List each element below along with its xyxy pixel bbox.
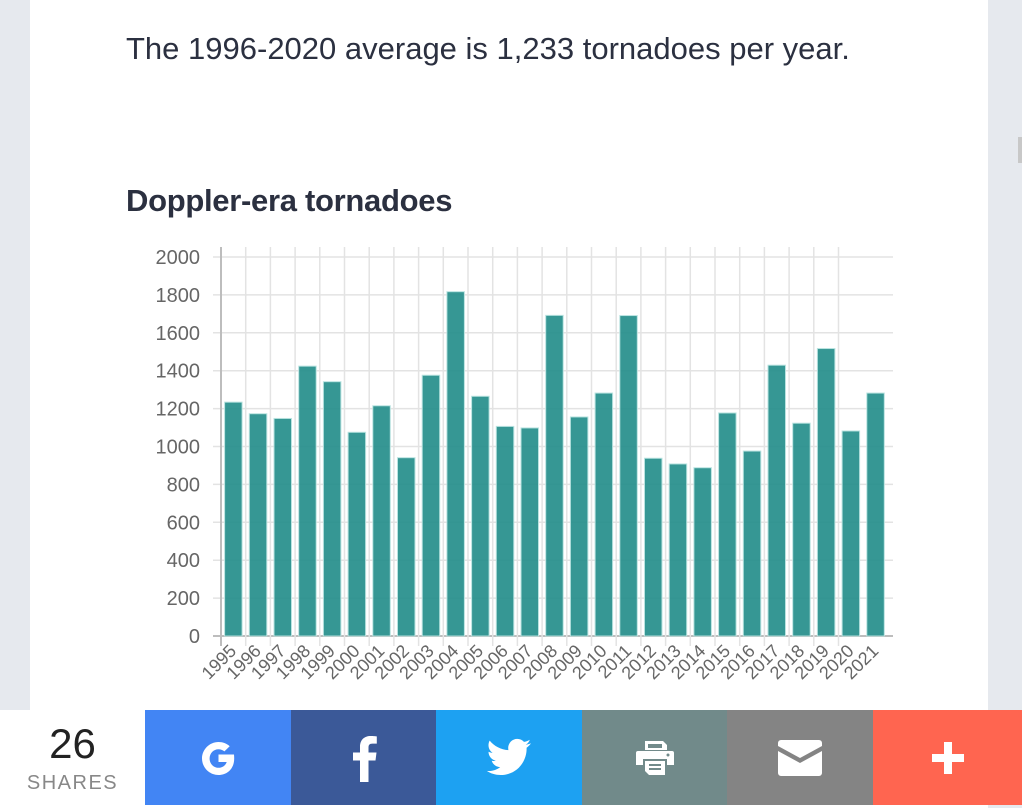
more-share-button[interactable] bbox=[873, 710, 1022, 805]
bars-layer bbox=[224, 291, 885, 637]
bar-1996 bbox=[248, 413, 268, 637]
bar-2000 bbox=[347, 431, 367, 637]
bar-2004 bbox=[446, 291, 465, 637]
bar-2015 bbox=[718, 412, 737, 637]
bar-1998 bbox=[298, 365, 317, 637]
bar-2010 bbox=[594, 392, 614, 637]
print-icon bbox=[635, 740, 674, 775]
bar-2014 bbox=[693, 467, 712, 637]
y-tick-label: 200 bbox=[167, 588, 200, 610]
email-icon bbox=[778, 739, 822, 776]
y-tick-label: 0 bbox=[189, 626, 200, 648]
y-tick-label: 600 bbox=[167, 512, 200, 534]
share-count: 26 SHARES bbox=[0, 710, 145, 808]
share-count-label: SHARES bbox=[26, 772, 119, 794]
y-tick-label: 1800 bbox=[156, 285, 201, 307]
y-tick-label: 2000 bbox=[156, 247, 201, 269]
google-icon bbox=[202, 741, 235, 775]
bar-chart: 0200400600800100012001400160018002000199… bbox=[156, 247, 893, 683]
email-share-button[interactable] bbox=[727, 710, 873, 805]
y-tick-label: 800 bbox=[167, 474, 200, 496]
twitter-icon bbox=[486, 738, 531, 775]
bar-2021 bbox=[866, 392, 885, 637]
bar-2012 bbox=[644, 457, 663, 637]
bar-2009 bbox=[569, 416, 589, 637]
bar-2020 bbox=[841, 430, 861, 637]
bar-1995 bbox=[224, 401, 243, 637]
facebook-icon bbox=[352, 735, 377, 782]
facebook-share-button[interactable] bbox=[291, 710, 436, 805]
bar-2016 bbox=[742, 450, 762, 637]
bar-2005 bbox=[471, 395, 490, 637]
bar-2011 bbox=[619, 315, 638, 637]
bar-2007 bbox=[520, 427, 539, 637]
y-tick-label: 1200 bbox=[156, 399, 201, 421]
bar-2008 bbox=[545, 314, 564, 637]
bar-1999 bbox=[322, 381, 342, 637]
y-tick-label: 1000 bbox=[156, 437, 201, 459]
print-share-button[interactable] bbox=[582, 710, 727, 805]
y-tick-label: 1400 bbox=[156, 361, 201, 383]
bar-2003 bbox=[421, 374, 441, 637]
bar-2019 bbox=[816, 348, 836, 637]
y-tick-label: 1600 bbox=[156, 323, 201, 345]
share-bar: 26 SHARES bbox=[0, 710, 1022, 808]
plus-icon bbox=[931, 741, 964, 774]
intro-paragraph: The 1996-2020 average is 1,233 tornadoes… bbox=[126, 31, 850, 66]
bar-2001 bbox=[372, 405, 391, 637]
bar-2006 bbox=[495, 425, 515, 637]
google-share-button[interactable] bbox=[145, 710, 291, 805]
bar-2017 bbox=[767, 364, 786, 637]
bar-2013 bbox=[668, 463, 688, 637]
scrollbar-thumb[interactable] bbox=[1018, 137, 1022, 163]
y-tick-label: 400 bbox=[167, 550, 200, 572]
chart-heading: Doppler-era tornadoes bbox=[126, 183, 453, 218]
share-count-number: 26 bbox=[49, 720, 96, 767]
bar-2018 bbox=[792, 422, 811, 637]
bar-1997 bbox=[273, 417, 292, 637]
bar-2002 bbox=[397, 457, 416, 637]
twitter-share-button[interactable] bbox=[436, 710, 582, 805]
